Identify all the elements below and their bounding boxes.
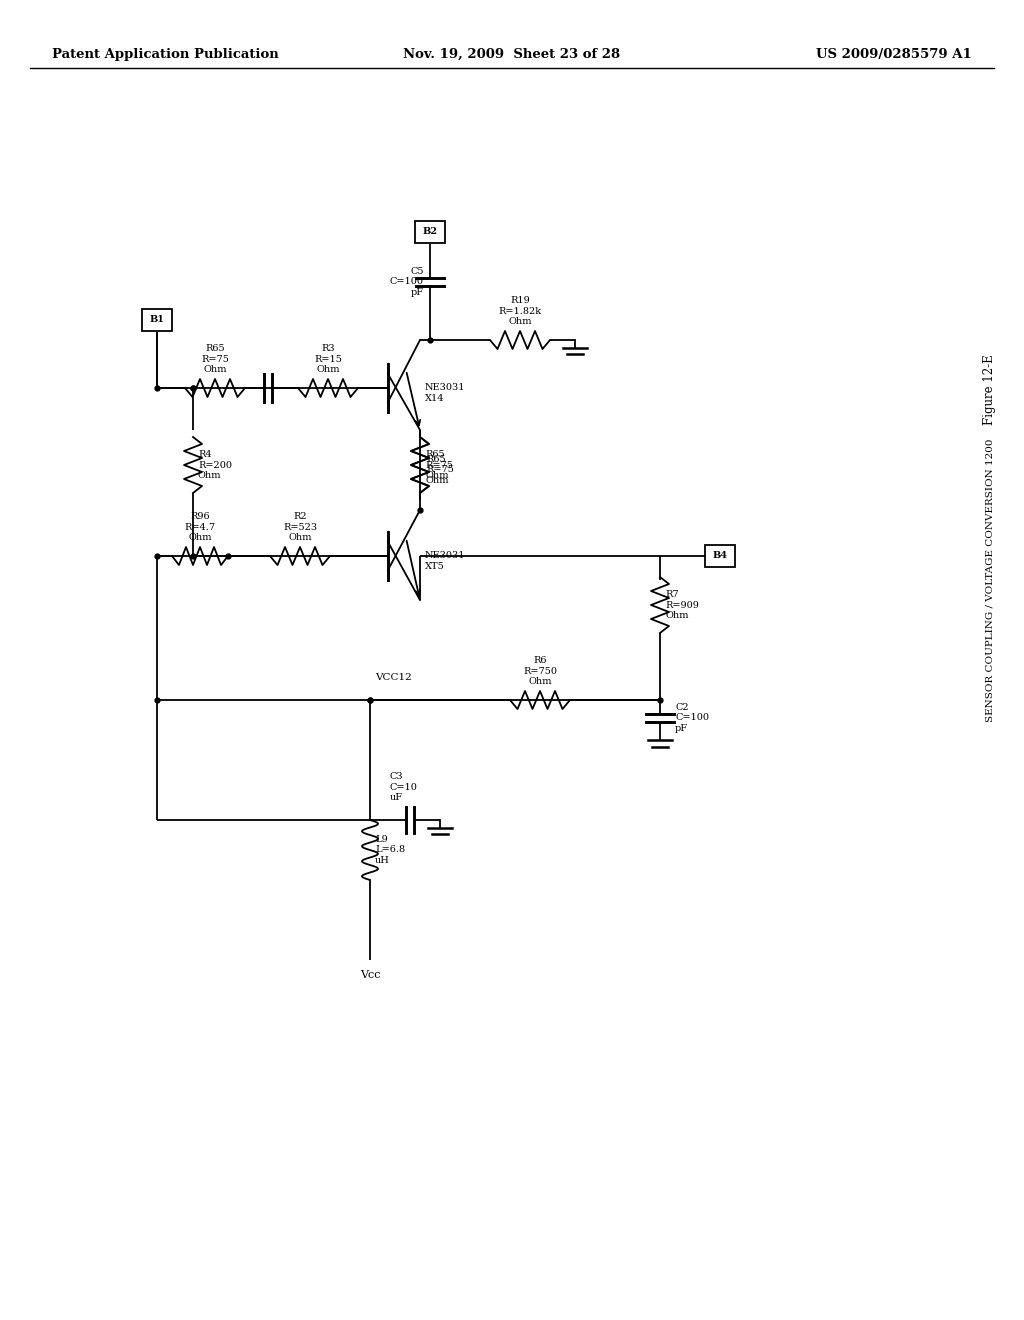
Text: Vcc: Vcc — [359, 970, 380, 979]
Text: Figure 12-E: Figure 12-E — [983, 355, 996, 425]
Text: R6
R=750
Ohm: R6 R=750 Ohm — [523, 656, 557, 686]
Text: Patent Application Publication: Patent Application Publication — [52, 48, 279, 61]
Text: SENSOR COUPLING / VOLTAGE CONVERSION 1200: SENSOR COUPLING / VOLTAGE CONVERSION 120… — [985, 438, 994, 722]
Text: R65
R=75
Ohm: R65 R=75 Ohm — [201, 345, 229, 374]
Text: B4: B4 — [713, 552, 727, 561]
Text: Nov. 19, 2009  Sheet 23 of 28: Nov. 19, 2009 Sheet 23 of 28 — [403, 48, 621, 61]
Text: C2
C=100
pF: C2 C=100 pF — [675, 704, 709, 733]
Text: B2: B2 — [423, 227, 437, 236]
Text: R2
R=523
Ohm: R2 R=523 Ohm — [283, 512, 317, 543]
Text: R3
R=15
Ohm: R3 R=15 Ohm — [314, 345, 342, 374]
FancyBboxPatch shape — [415, 220, 445, 243]
Text: R7
R=909
Ohm: R7 R=909 Ohm — [665, 590, 698, 620]
FancyBboxPatch shape — [705, 545, 735, 568]
Text: B1: B1 — [150, 315, 165, 325]
Text: C3
C=10
uF: C3 C=10 uF — [390, 772, 418, 803]
Text: C5
C=100
pF: C5 C=100 pF — [390, 267, 424, 297]
Text: R65
R=75
Ohm: R65 R=75 Ohm — [426, 455, 454, 484]
Text: NE3031
XT5: NE3031 XT5 — [425, 552, 466, 570]
Text: US 2009/0285579 A1: US 2009/0285579 A1 — [816, 48, 972, 61]
Text: R19
R=1.82k
Ohm: R19 R=1.82k Ohm — [499, 296, 542, 326]
Text: R65
R=75
Ohm: R65 R=75 Ohm — [425, 450, 453, 480]
Text: R4
R=200
Ohm: R4 R=200 Ohm — [198, 450, 232, 480]
Text: L9
L=6.8
uH: L9 L=6.8 uH — [375, 836, 406, 865]
Text: NE3031
X14: NE3031 X14 — [425, 383, 466, 403]
Text: VCC12: VCC12 — [375, 673, 412, 682]
Text: R96
R=4.7
Ohm: R96 R=4.7 Ohm — [184, 512, 216, 543]
FancyBboxPatch shape — [142, 309, 172, 331]
